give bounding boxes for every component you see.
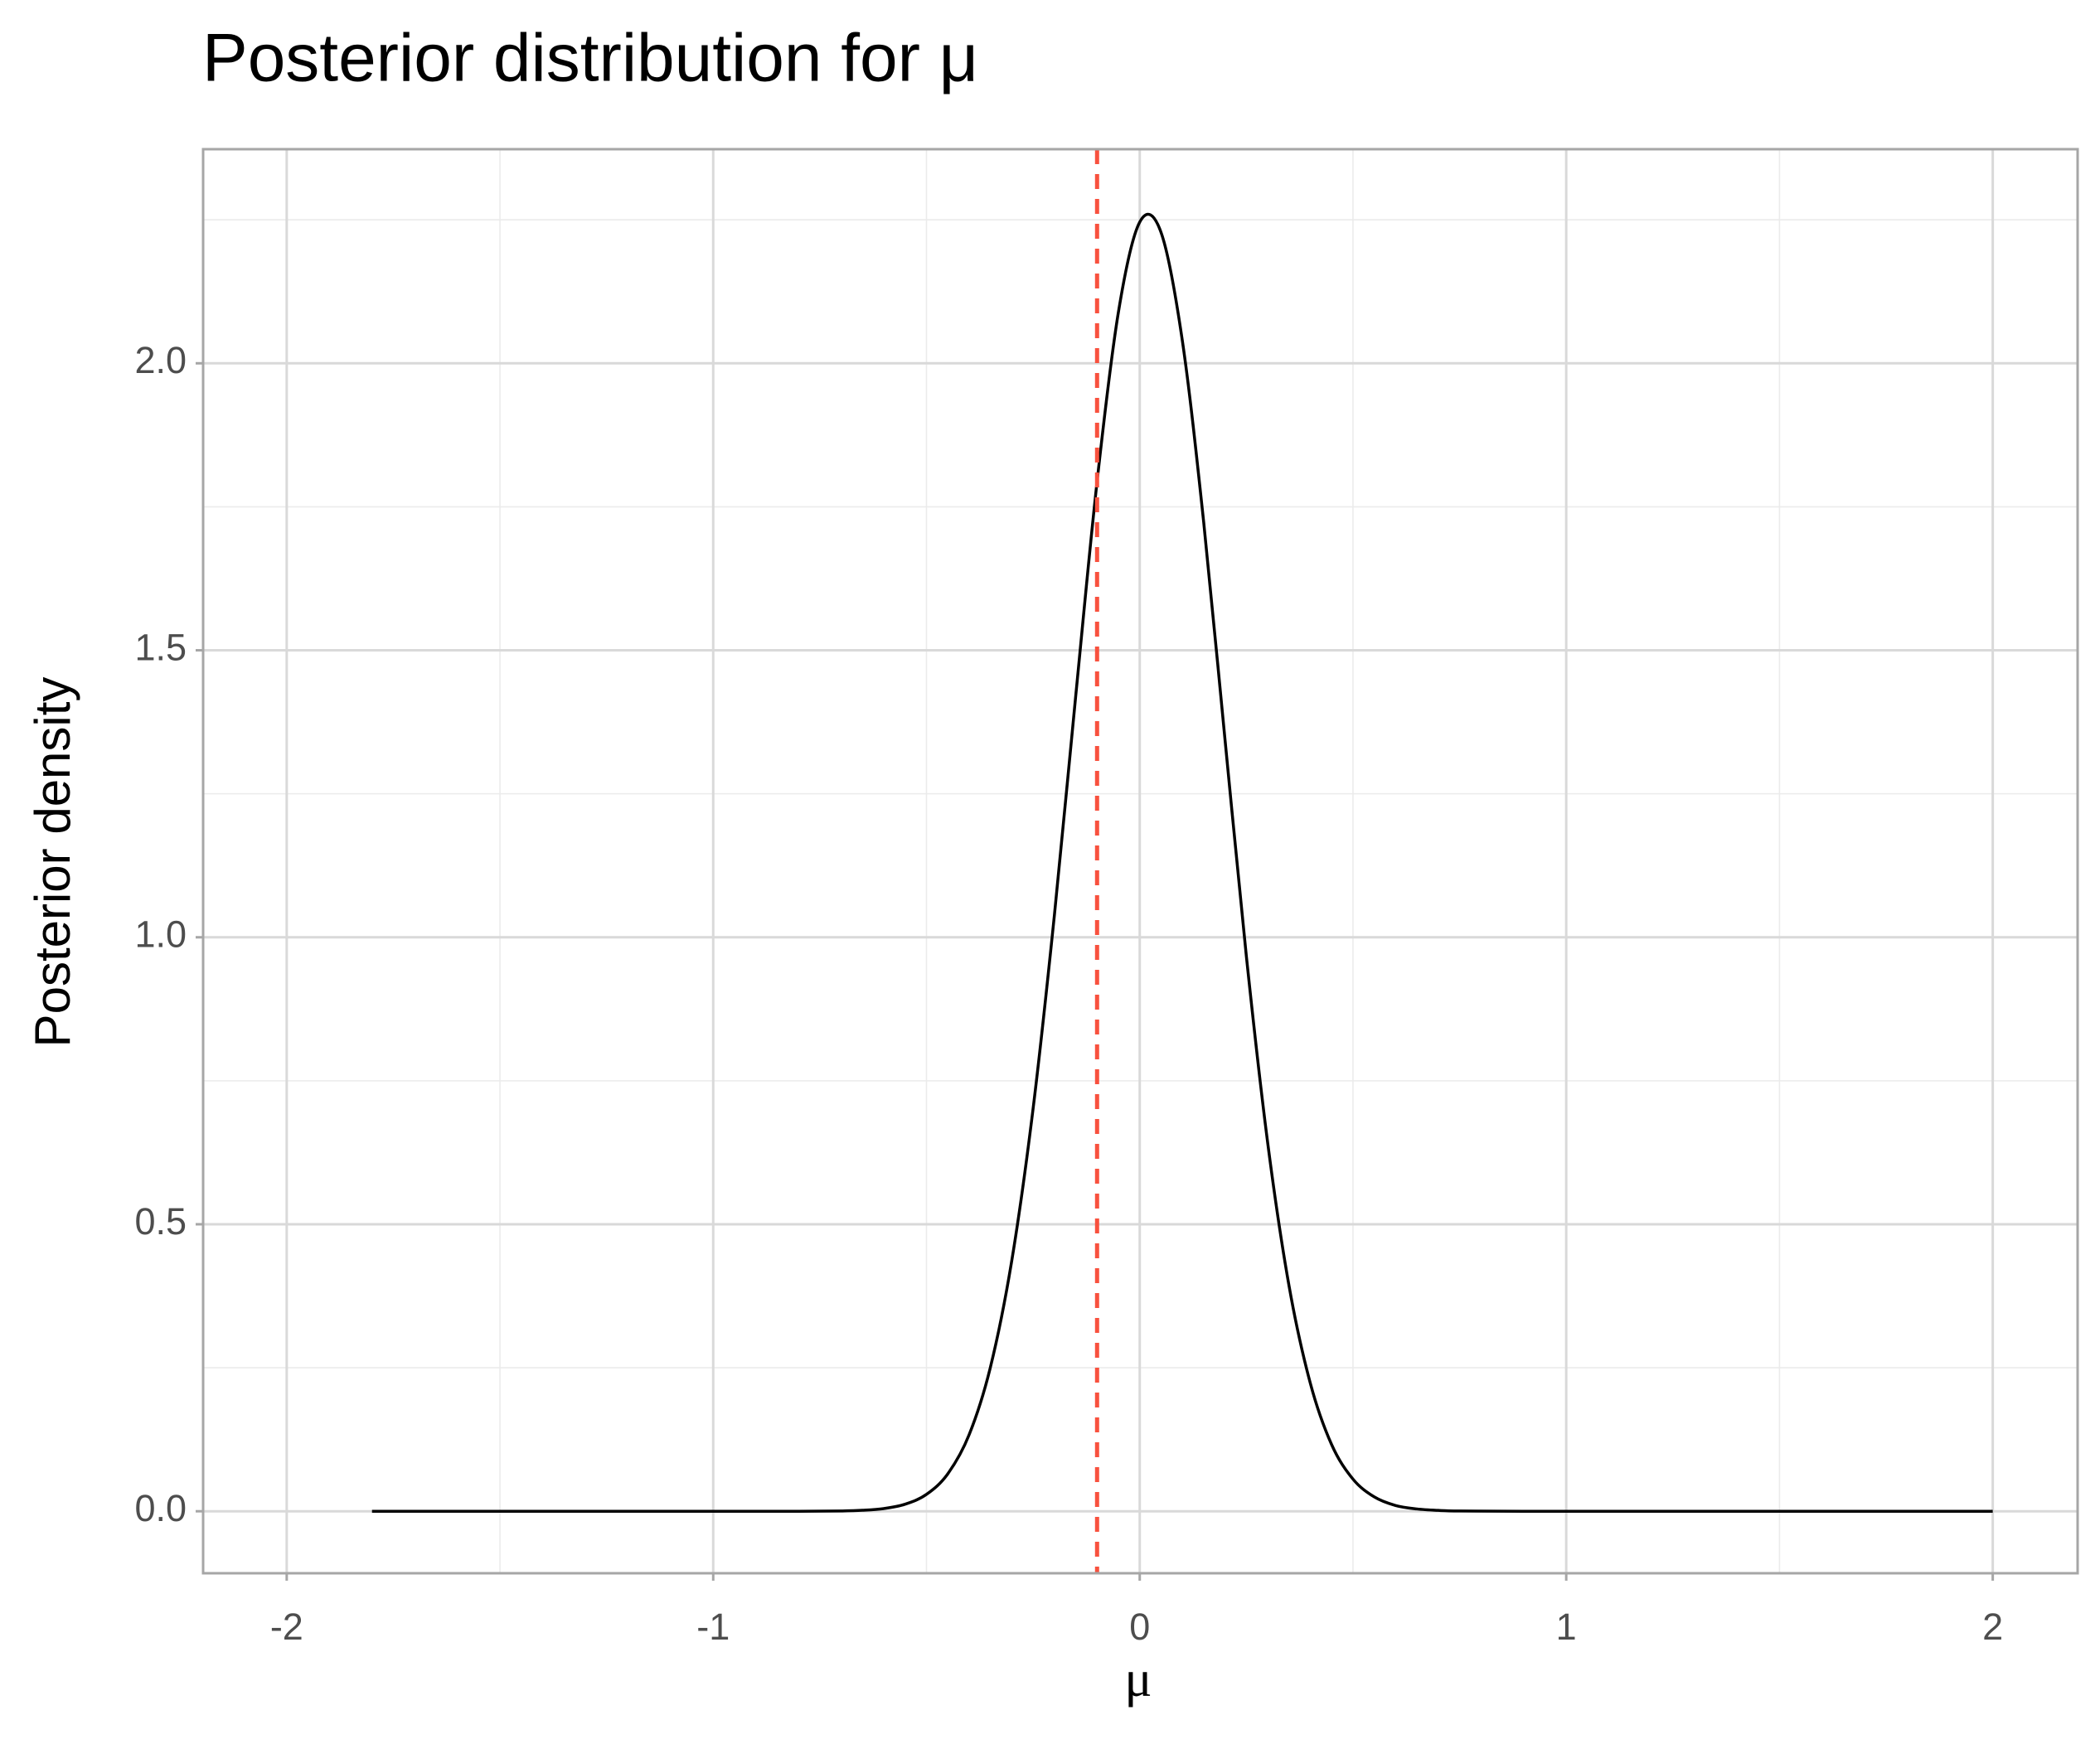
- x-tick-label: -1: [696, 1606, 730, 1648]
- panel-border: [201, 148, 2079, 1575]
- y-tick-label: 0.0: [134, 1487, 187, 1529]
- density-line: [371, 212, 1993, 1513]
- x-axis-label: μ: [1124, 1651, 1152, 1708]
- x-tick-label: 0: [1129, 1606, 1150, 1648]
- y-tick-label: 1.0: [134, 913, 187, 956]
- y-tick-label: 2.0: [134, 339, 187, 381]
- x-tick-label: 2: [1982, 1606, 2003, 1648]
- x-tick-label: 1: [1556, 1606, 1577, 1648]
- y-axis-label: Posterior density: [25, 677, 80, 1048]
- y-tick-label: 0.5: [134, 1200, 187, 1243]
- y-tick-label: 1.5: [134, 626, 187, 668]
- chart-title: Posterior distribution for μ: [202, 21, 978, 96]
- x-tick-label: -2: [270, 1606, 303, 1648]
